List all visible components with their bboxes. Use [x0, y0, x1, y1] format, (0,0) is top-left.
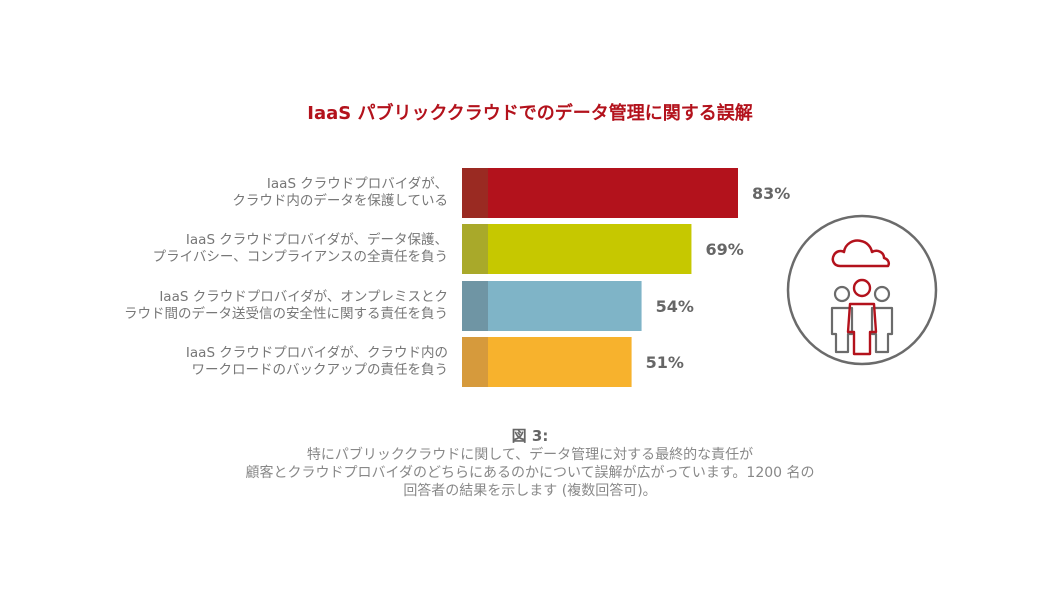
bar-accent [462, 337, 488, 387]
category-label: IaaS クラウドプロバイダが、データ保護、 プライバシー、コンプライアンスの全責… [153, 232, 448, 266]
category-label-line: ワークロードのバックアップの責任を負う [191, 362, 449, 378]
bar-value-label: 83% [752, 184, 790, 203]
category-label: IaaS クラウドプロバイダが、 クラウド内のデータを保護している [232, 176, 448, 210]
bar-value-label: 54% [656, 297, 694, 316]
bar [462, 337, 632, 387]
figure-caption: 特にパブリッククラウドに関して、データ管理に対する最終的な責任が 顧客とクラウド… [0, 446, 1060, 500]
category-label-line: ラウド間のデータ送受信の安全性に関する責任を負う [124, 306, 448, 322]
category-label-line: IaaS クラウドプロバイダが、クラウド内の [185, 345, 448, 361]
category-label-line: クラウド内のデータを保護している [232, 193, 448, 209]
category-label-line: IaaS クラウドプロバイダが、データ保護、 [185, 232, 448, 248]
category-label-line: IaaS クラウドプロバイダが、オンプレミスとク [159, 289, 448, 305]
bar [462, 168, 738, 218]
bar [462, 281, 642, 331]
bar-chart: 83% 69% 54% 51% [462, 168, 790, 387]
bar-value-label: 51% [646, 353, 684, 372]
bar-accent [462, 224, 488, 274]
category-label: IaaS クラウドプロバイダが、オンプレミスとク ラウド間のデータ送受信の安全性に… [124, 289, 448, 323]
category-label-line: プライバシー、コンプライアンスの全責任を負う [152, 249, 448, 265]
chart-title: IaaS パブリッククラウドでのデータ管理に関する誤解 [307, 103, 753, 124]
bar [462, 224, 692, 274]
caption-line: 顧客とクラウドプロバイダのどちらにあるのかについて誤解が広がっています。1200… [245, 465, 815, 481]
category-label: IaaS クラウドプロバイダが、クラウド内の ワークロードのバックアップの責任を負… [186, 345, 448, 379]
bar-accent [462, 281, 488, 331]
caption-line: 回答者の結果を示します (複数回答可)。 [403, 483, 657, 499]
bar-accent [462, 168, 488, 218]
bar-value-label: 69% [705, 240, 743, 259]
category-label-line: IaaS クラウドプロバイダが、 [266, 176, 448, 192]
figure-label: 図 3: [511, 427, 549, 445]
cloud-people-icon [786, 214, 938, 366]
caption-line: 特にパブリッククラウドに関して、データ管理に対する最終的な責任が [306, 447, 754, 463]
